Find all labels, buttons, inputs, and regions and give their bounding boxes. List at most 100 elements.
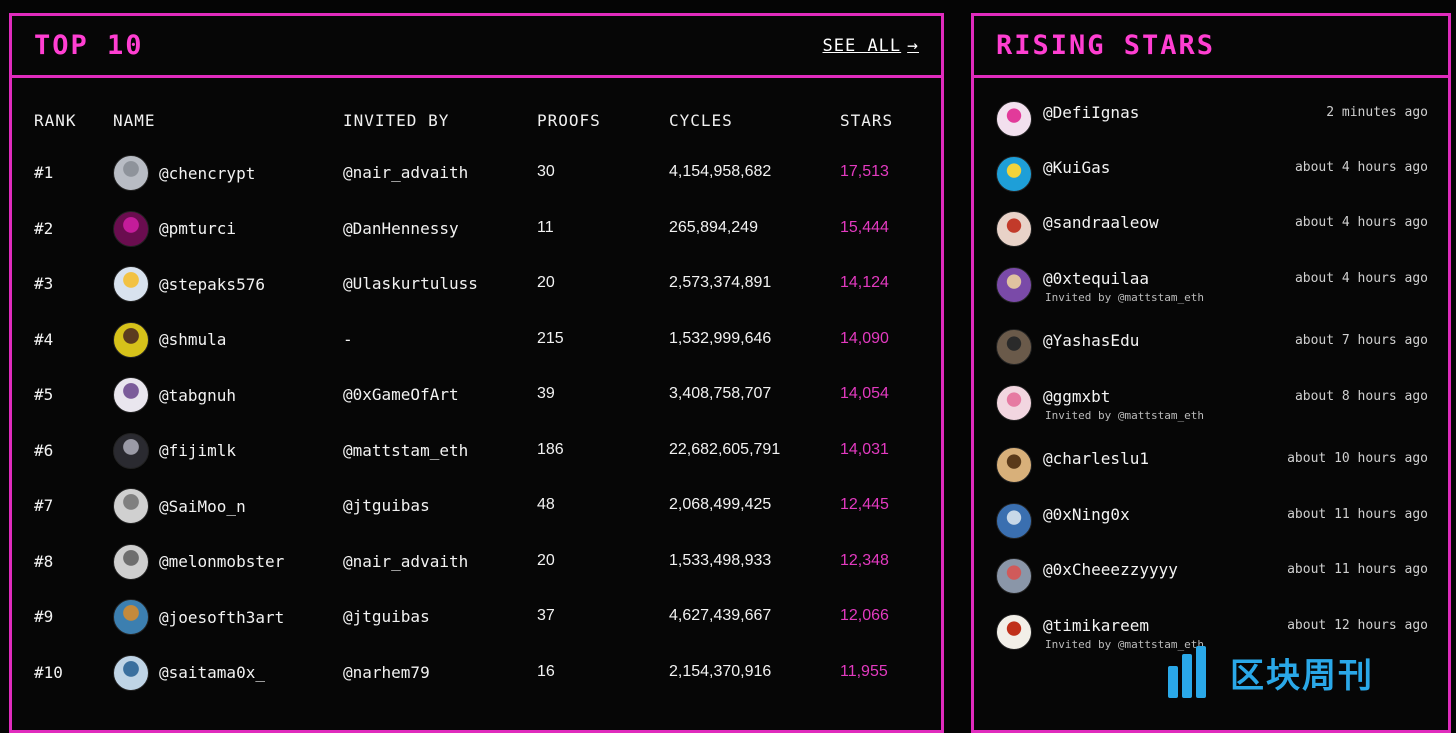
- row-user[interactable]: @fijimlk: [113, 431, 236, 471]
- row-invited-by[interactable]: @jtguibas: [343, 607, 430, 626]
- list-item[interactable]: @timikareem about 12 hours ago Invited by …: [996, 612, 1428, 656]
- row-user[interactable]: @pmturci: [113, 209, 236, 249]
- top10-header: TOP 10 SEE ALL →: [12, 16, 941, 78]
- row-user[interactable]: @stepaks576: [113, 264, 265, 304]
- avatar[interactable]: [996, 614, 1032, 650]
- avatar[interactable]: [996, 385, 1032, 421]
- row-name[interactable]: @chencrypt: [159, 163, 256, 183]
- list-item[interactable]: @charleslu1 about 10 hours ago: [996, 445, 1428, 489]
- list-item[interactable]: @YashasEdu about 7 hours ago: [996, 327, 1428, 371]
- avatar[interactable]: [113, 599, 149, 635]
- watermark-logo: 区块周刊: [1168, 646, 1374, 698]
- avatar[interactable]: [996, 447, 1032, 483]
- row-invited-by[interactable]: @0xGameOfArt: [343, 385, 459, 404]
- see-all-label[interactable]: SEE ALL: [822, 35, 902, 56]
- row-user[interactable]: @saitama0x_: [113, 653, 265, 693]
- table-row[interactable]: #7 @SaiMoo_n @jtguibas 48 2,068,499,425 12,44…: [34, 486, 941, 526]
- row-rank: #5: [34, 385, 54, 404]
- rising-time: about 11 hours ago: [1287, 562, 1428, 577]
- rising-time: 2 minutes ago: [1326, 105, 1428, 120]
- table-row[interactable]: #3 @stepaks576 @Ulaskurtuluss 20 2,573,374,8…: [34, 264, 941, 304]
- avatar[interactable]: [113, 155, 149, 191]
- see-all-link[interactable]: SEE ALL →: [823, 35, 920, 56]
- row-name[interactable]: @saitama0x_: [159, 663, 265, 682]
- row-stars: 15,444: [840, 218, 889, 236]
- row-name[interactable]: @fijimlk: [159, 441, 237, 460]
- row-user[interactable]: @chencrypt: [113, 153, 255, 193]
- rising-time: about 12 hours ago: [1287, 618, 1428, 633]
- row-cycles: 1,533,498,933: [669, 551, 772, 569]
- list-item[interactable]: @DefiIgnas 2 minutes ago: [996, 99, 1428, 143]
- table-row[interactable]: #10 @saitama0x_ @narhem79 16 2,154,370,916 11…: [34, 653, 941, 693]
- row-invited-by[interactable]: @DanHennessy: [343, 218, 459, 238]
- avatar[interactable]: [996, 329, 1032, 365]
- list-item[interactable]: @ggmxbt about 8 hours ago Invited by @matt…: [996, 383, 1428, 427]
- row-invited-by[interactable]: @mattstam_eth: [343, 440, 469, 460]
- list-item[interactable]: @sandraaleow about 4 hours ago: [996, 209, 1428, 253]
- row-user[interactable]: @shmula: [113, 320, 226, 360]
- row-name[interactable]: @joesofth3art: [159, 607, 285, 627]
- row-stars: 14,031: [840, 440, 889, 458]
- rising-handle[interactable]: @0xtequilaa: [1043, 269, 1149, 288]
- avatar[interactable]: [113, 543, 149, 580]
- table-row[interactable]: #4 @shmula - 215 1,532,999,646 14,090: [34, 320, 941, 360]
- avatar[interactable]: [996, 101, 1032, 137]
- table-row[interactable]: #8 @melonmobster @nair_advaith 20 1,533,498,…: [34, 542, 941, 582]
- avatar[interactable]: [113, 321, 149, 358]
- rising-handle[interactable]: @ggmxbt: [1043, 387, 1111, 406]
- row-name[interactable]: @tabgnuh: [159, 385, 237, 405]
- row-invited-by[interactable]: @nair_advaith: [343, 163, 469, 182]
- rising-handle[interactable]: @charleslu1: [1043, 449, 1149, 468]
- row-proofs: 37: [537, 607, 555, 624]
- row-user[interactable]: @melonmobster: [113, 542, 284, 582]
- avatar[interactable]: [996, 267, 1032, 303]
- avatar[interactable]: [113, 488, 149, 524]
- avatar[interactable]: [996, 558, 1032, 594]
- avatar[interactable]: [113, 377, 149, 413]
- list-item[interactable]: @KuiGas about 4 hours ago: [996, 154, 1428, 198]
- table-row[interactable]: #9 @joesofth3art @jtguibas 37 4,627,439,667 1…: [34, 597, 941, 637]
- row-invited-by[interactable]: @narhem79: [343, 662, 430, 682]
- list-item[interactable]: @0xNing0x about 11 hours ago: [996, 501, 1428, 545]
- table-row[interactable]: #6 @fijimlk @mattstam_eth 186 22,682,605,791…: [34, 431, 941, 471]
- avatar[interactable]: [113, 432, 149, 469]
- table-row[interactable]: #2 @pmturci @DanHennessy 11 265,894,249 15,44…: [34, 209, 941, 249]
- row-proofs: 215: [537, 329, 564, 347]
- row-name[interactable]: @melonmobster: [159, 552, 285, 571]
- avatar[interactable]: [113, 266, 149, 302]
- row-cycles: 2,068,499,425: [669, 496, 772, 513]
- rising-time: about 11 hours ago: [1287, 507, 1428, 522]
- rising-handle[interactable]: @timikareem: [1043, 616, 1149, 635]
- list-item[interactable]: @0xtequilaa about 4 hours ago Invited by @…: [996, 265, 1428, 309]
- rising-handle[interactable]: @DefiIgnas: [1043, 103, 1140, 122]
- row-invited-by[interactable]: @jtguibas: [343, 496, 430, 515]
- row-user[interactable]: @joesofth3art: [113, 597, 284, 637]
- row-name[interactable]: @shmula: [159, 330, 227, 349]
- table-header: RANK NAME INVITED BY PROOFS CYCLES STARS: [34, 111, 941, 133]
- avatar[interactable]: [113, 210, 149, 247]
- row-invited-by[interactable]: @Ulaskurtuluss: [343, 274, 478, 293]
- rising-handle[interactable]: @YashasEdu: [1043, 331, 1140, 350]
- row-invited-by[interactable]: @nair_advaith: [343, 551, 469, 571]
- row-name[interactable]: @SaiMoo_n: [159, 496, 246, 516]
- rising-handle[interactable]: @0xCheeezzyyyy: [1043, 560, 1178, 579]
- avatar[interactable]: [996, 156, 1032, 192]
- row-proofs: 48: [537, 496, 555, 513]
- row-user[interactable]: @SaiMoo_n: [113, 486, 246, 526]
- row-rank: #8: [34, 551, 54, 571]
- avatar[interactable]: [113, 654, 149, 691]
- rising-handle[interactable]: @KuiGas: [1043, 158, 1111, 177]
- row-name[interactable]: @stepaks576: [159, 274, 265, 294]
- list-item[interactable]: @0xCheeezzyyyy about 11 hours ago: [996, 556, 1428, 600]
- row-name[interactable]: @pmturci: [159, 219, 237, 238]
- row-stars: 12,445: [840, 496, 889, 513]
- table-row[interactable]: #5 @tabgnuh @0xGameOfArt 39 3,408,758,707 14,…: [34, 375, 941, 415]
- avatar[interactable]: [996, 503, 1032, 539]
- table-row[interactable]: #1 @chencrypt @nair_advaith 30 4,154,958,682…: [34, 153, 941, 193]
- avatar[interactable]: [996, 211, 1032, 247]
- rising-handle[interactable]: @sandraaleow: [1043, 213, 1159, 232]
- row-cycles: 2,154,370,916: [669, 662, 772, 680]
- rising-handle[interactable]: @0xNing0x: [1043, 505, 1130, 524]
- row-invited-by[interactable]: -: [343, 329, 353, 349]
- row-user[interactable]: @tabgnuh: [113, 375, 236, 415]
